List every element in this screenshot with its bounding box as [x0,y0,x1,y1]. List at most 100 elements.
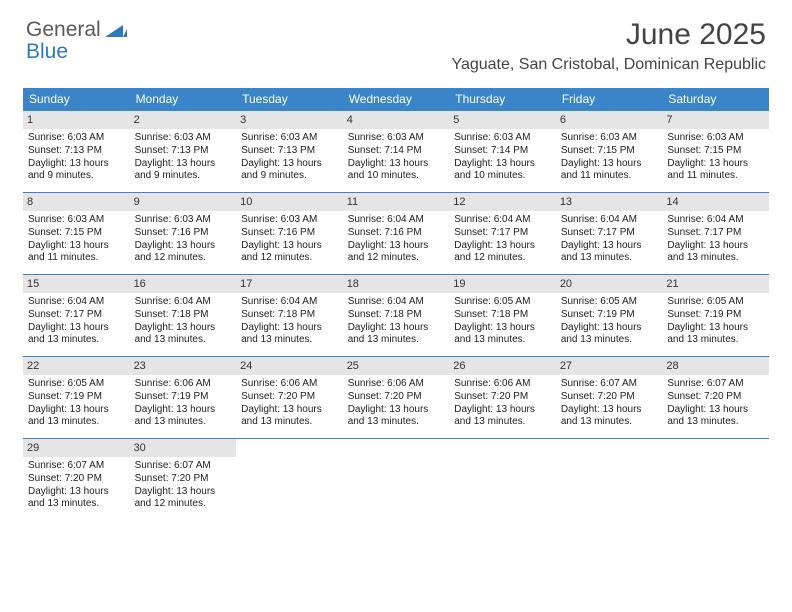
calendar-day-cell: 19Sunrise: 6:05 AMSunset: 7:18 PMDayligh… [449,275,556,357]
calendar-day-cell: 4Sunrise: 6:03 AMSunset: 7:14 PMDaylight… [343,111,450,193]
sunset-line: Sunset: 7:19 PM [28,391,125,404]
sunrise-line: Sunrise: 6:03 AM [28,214,125,227]
sunset-line: Sunset: 7:15 PM [667,145,764,158]
brand-part2: Blue [26,40,68,64]
calendar-day-cell: 28Sunrise: 6:07 AMSunset: 7:20 PMDayligh… [662,357,769,439]
daylight-line: Daylight: 13 hours and 11 minutes. [561,158,658,184]
sunset-line: Sunset: 7:13 PM [241,145,338,158]
brand-part1: General [26,18,101,42]
brand-logo-sub: Blue [26,40,68,64]
sunrise-line: Sunrise: 6:03 AM [667,132,764,145]
day-number: 29 [23,439,130,457]
day-number: 17 [236,275,343,293]
day-number: 27 [556,357,663,375]
day-number: 28 [662,357,769,375]
day-number: 4 [343,111,450,129]
calendar-day-cell: 21Sunrise: 6:05 AMSunset: 7:19 PMDayligh… [662,275,769,357]
calendar-day-cell: 14Sunrise: 6:04 AMSunset: 7:17 PMDayligh… [662,193,769,275]
calendar-day-cell: 15Sunrise: 6:04 AMSunset: 7:17 PMDayligh… [23,275,130,357]
sunset-line: Sunset: 7:20 PM [348,391,445,404]
calendar-week-row: 22Sunrise: 6:05 AMSunset: 7:19 PMDayligh… [23,357,769,439]
daylight-line: Daylight: 13 hours and 12 minutes. [135,240,232,266]
calendar-day-cell: 12Sunrise: 6:04 AMSunset: 7:17 PMDayligh… [449,193,556,275]
calendar-day-cell: 23Sunrise: 6:06 AMSunset: 7:19 PMDayligh… [130,357,237,439]
calendar-header-row: SundayMondayTuesdayWednesdayThursdayFrid… [23,88,769,111]
sunset-line: Sunset: 7:20 PM [28,473,125,486]
sunrise-line: Sunrise: 6:07 AM [28,460,125,473]
sunset-line: Sunset: 7:17 PM [28,309,125,322]
day-number: 12 [449,193,556,211]
sunrise-line: Sunrise: 6:05 AM [561,296,658,309]
daylight-line: Daylight: 13 hours and 12 minutes. [135,486,232,512]
weekday-header: Sunday [23,88,130,111]
day-number: 22 [23,357,130,375]
day-number: 25 [343,357,450,375]
day-number: 11 [343,193,450,211]
sunset-line: Sunset: 7:19 PM [667,309,764,322]
daylight-line: Daylight: 13 hours and 9 minutes. [135,158,232,184]
day-number: 18 [343,275,450,293]
sunset-line: Sunset: 7:15 PM [561,145,658,158]
sunset-line: Sunset: 7:13 PM [135,145,232,158]
sunset-line: Sunset: 7:20 PM [135,473,232,486]
sunset-line: Sunset: 7:16 PM [241,227,338,240]
day-number: 14 [662,193,769,211]
daylight-line: Daylight: 13 hours and 10 minutes. [454,158,551,184]
sunrise-line: Sunrise: 6:06 AM [135,378,232,391]
calendar-day-cell: 8Sunrise: 6:03 AMSunset: 7:15 PMDaylight… [23,193,130,275]
calendar-day-cell: 17Sunrise: 6:04 AMSunset: 7:18 PMDayligh… [236,275,343,357]
sunset-line: Sunset: 7:20 PM [241,391,338,404]
day-number: 10 [236,193,343,211]
weekday-header: Monday [130,88,237,111]
day-number: 26 [449,357,556,375]
sunrise-line: Sunrise: 6:07 AM [135,460,232,473]
sunset-line: Sunset: 7:17 PM [667,227,764,240]
daylight-line: Daylight: 13 hours and 12 minutes. [348,240,445,266]
sunrise-line: Sunrise: 6:04 AM [348,214,445,227]
day-number: 16 [130,275,237,293]
calendar-day-cell: 1Sunrise: 6:03 AMSunset: 7:13 PMDaylight… [23,111,130,193]
daylight-line: Daylight: 13 hours and 9 minutes. [241,158,338,184]
calendar-week-row: 15Sunrise: 6:04 AMSunset: 7:17 PMDayligh… [23,275,769,357]
sunset-line: Sunset: 7:14 PM [348,145,445,158]
daylight-line: Daylight: 13 hours and 13 minutes. [454,322,551,348]
sunrise-line: Sunrise: 6:03 AM [28,132,125,145]
calendar-day-cell: 30Sunrise: 6:07 AMSunset: 7:20 PMDayligh… [130,439,237,521]
calendar-day-cell: 9Sunrise: 6:03 AMSunset: 7:16 PMDaylight… [130,193,237,275]
sunrise-line: Sunrise: 6:03 AM [561,132,658,145]
sunset-line: Sunset: 7:17 PM [454,227,551,240]
day-number: 20 [556,275,663,293]
sunset-line: Sunset: 7:17 PM [561,227,658,240]
calendar-empty-cell [343,439,450,521]
sunset-line: Sunset: 7:18 PM [348,309,445,322]
sunset-line: Sunset: 7:18 PM [241,309,338,322]
sunrise-line: Sunrise: 6:03 AM [135,132,232,145]
daylight-line: Daylight: 13 hours and 13 minutes. [28,486,125,512]
daylight-line: Daylight: 13 hours and 11 minutes. [667,158,764,184]
daylight-line: Daylight: 13 hours and 13 minutes. [667,322,764,348]
sunrise-line: Sunrise: 6:04 AM [561,214,658,227]
calendar-week-row: 1Sunrise: 6:03 AMSunset: 7:13 PMDaylight… [23,111,769,193]
daylight-line: Daylight: 13 hours and 13 minutes. [561,404,658,430]
daylight-line: Daylight: 13 hours and 10 minutes. [348,158,445,184]
calendar-day-cell: 18Sunrise: 6:04 AMSunset: 7:18 PMDayligh… [343,275,450,357]
sunrise-line: Sunrise: 6:03 AM [241,132,338,145]
calendar-day-cell: 20Sunrise: 6:05 AMSunset: 7:19 PMDayligh… [556,275,663,357]
daylight-line: Daylight: 13 hours and 13 minutes. [241,322,338,348]
day-number: 2 [130,111,237,129]
sunrise-line: Sunrise: 6:07 AM [667,378,764,391]
calendar-day-cell: 25Sunrise: 6:06 AMSunset: 7:20 PMDayligh… [343,357,450,439]
weekday-header: Tuesday [236,88,343,111]
brand-logo: General [26,18,127,42]
calendar-week-row: 8Sunrise: 6:03 AMSunset: 7:15 PMDaylight… [23,193,769,275]
calendar-day-cell: 6 Sunrise: 6:03 AMSunset: 7:15 PMDaylight… [556,111,663,193]
daylight-line: Daylight: 13 hours and 13 minutes. [135,404,232,430]
day-number: 6 [556,111,663,129]
daylight-line: Daylight: 13 hours and 13 minutes. [241,404,338,430]
sunset-line: Sunset: 7:13 PM [28,145,125,158]
calendar-day-cell: 27Sunrise: 6:07 AMSunset: 7:20 PMDayligh… [556,357,663,439]
sunrise-line: Sunrise: 6:04 AM [667,214,764,227]
sunset-line: Sunset: 7:20 PM [667,391,764,404]
sunset-line: Sunset: 7:16 PM [135,227,232,240]
day-number: 19 [449,275,556,293]
